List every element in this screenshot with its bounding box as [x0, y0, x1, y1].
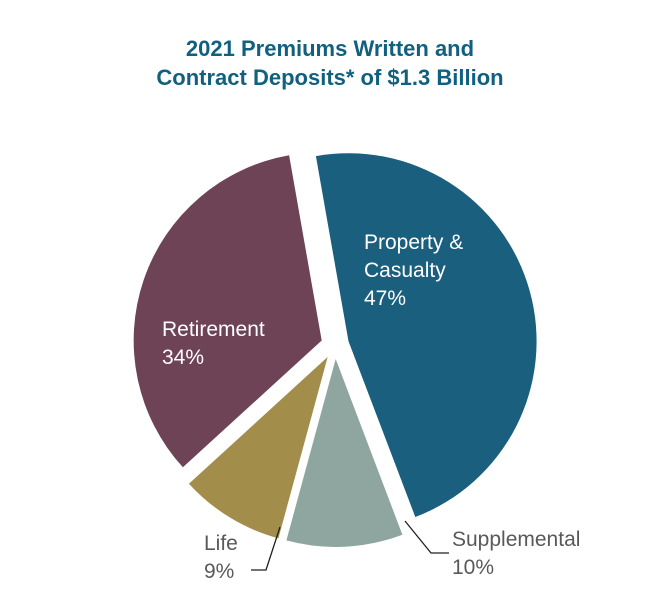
pie-slices	[133, 153, 537, 547]
label-supplemental-pct: 10%	[452, 555, 495, 579]
chart-title-line2: Contract Deposits* of $1.3 Billion	[156, 65, 504, 91]
label-life-text: Life	[204, 532, 238, 555]
label-retirement-pct: 34%	[162, 345, 205, 369]
pie-slice-retirement	[133, 155, 322, 468]
pie-slice-property-casualty	[315, 153, 537, 517]
label-retirement-text: Retirement	[162, 318, 265, 341]
label-life-pct: 9%	[204, 559, 235, 583]
leader-lines	[251, 520, 449, 571]
chart-title: 2021 Premiums Written and Contract Depos…	[0, 34, 660, 92]
supplemental-leader-line	[404, 520, 449, 554]
chart-title-line1: 2021 Premiums Written and	[185, 36, 475, 61]
label-property-casualty: Property & Casualty 47%	[364, 229, 494, 313]
label-property-casualty-pct: 47%	[364, 286, 407, 310]
label-property-casualty-text: Property & Casualty	[364, 231, 464, 282]
label-life: Life 9%	[204, 530, 314, 586]
label-supplemental: Supplemental 10%	[452, 526, 622, 582]
pie-slice-life	[188, 356, 328, 539]
label-supplemental-text: Supplemental	[452, 528, 581, 551]
life-leader-line	[251, 526, 281, 571]
label-retirement: Retirement 34%	[162, 316, 312, 372]
pie-slice-supplemental	[286, 359, 403, 547]
